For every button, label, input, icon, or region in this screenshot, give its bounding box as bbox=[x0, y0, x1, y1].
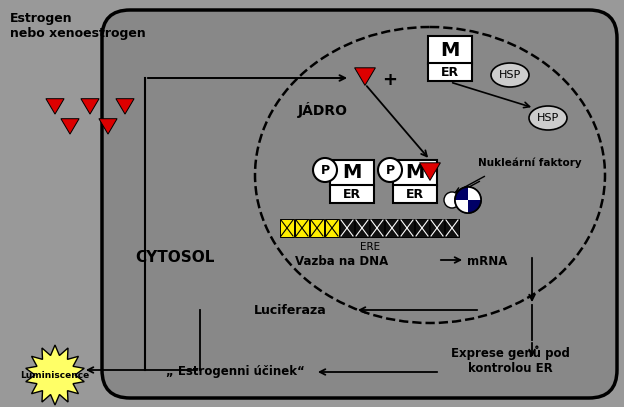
Text: „ Estrogenni účinek“: „ Estrogenni účinek“ bbox=[165, 365, 305, 379]
Text: ER: ER bbox=[343, 188, 361, 201]
Text: P: P bbox=[386, 164, 394, 177]
Ellipse shape bbox=[491, 63, 529, 87]
Text: P: P bbox=[321, 164, 329, 177]
Bar bbox=[310, 219, 324, 237]
Text: ERE: ERE bbox=[360, 242, 380, 252]
Bar bbox=[428, 36, 472, 64]
Bar bbox=[330, 185, 374, 203]
Bar bbox=[428, 63, 472, 81]
Bar bbox=[430, 219, 444, 237]
Bar bbox=[415, 219, 429, 237]
Text: JÁDRO: JÁDRO bbox=[298, 102, 348, 118]
Bar bbox=[280, 219, 294, 237]
Text: mRNA: mRNA bbox=[467, 255, 507, 268]
Polygon shape bbox=[99, 119, 117, 134]
Bar bbox=[295, 219, 309, 237]
Text: HSP: HSP bbox=[499, 70, 521, 80]
Bar bbox=[445, 219, 459, 237]
Text: Exprese genů pod
kontrolou ER: Exprese genů pod kontrolou ER bbox=[451, 345, 570, 375]
Text: ER: ER bbox=[406, 188, 424, 201]
Text: Nukleární faktory: Nukleární faktory bbox=[478, 158, 582, 168]
FancyBboxPatch shape bbox=[102, 10, 617, 398]
Polygon shape bbox=[419, 163, 441, 180]
Polygon shape bbox=[61, 119, 79, 134]
Polygon shape bbox=[46, 99, 64, 114]
Circle shape bbox=[313, 158, 337, 182]
Text: M: M bbox=[343, 164, 362, 182]
Text: CYTOSOL: CYTOSOL bbox=[135, 250, 215, 265]
Bar bbox=[393, 160, 437, 186]
Text: M: M bbox=[441, 41, 460, 59]
Wedge shape bbox=[455, 200, 468, 213]
Wedge shape bbox=[468, 200, 481, 213]
Text: M: M bbox=[406, 164, 425, 182]
Polygon shape bbox=[116, 99, 134, 114]
Text: Luminiscence: Luminiscence bbox=[21, 370, 90, 379]
Bar bbox=[385, 219, 399, 237]
Bar bbox=[330, 160, 374, 186]
Polygon shape bbox=[26, 345, 84, 405]
Bar bbox=[355, 219, 369, 237]
Text: Luciferaza: Luciferaza bbox=[253, 304, 326, 317]
Text: Vazba na DNA: Vazba na DNA bbox=[295, 255, 389, 268]
Bar bbox=[393, 185, 437, 203]
Bar bbox=[325, 219, 339, 237]
Text: +: + bbox=[383, 71, 397, 89]
Circle shape bbox=[444, 192, 460, 208]
Wedge shape bbox=[455, 187, 468, 200]
Bar bbox=[340, 219, 354, 237]
Ellipse shape bbox=[529, 106, 567, 130]
Bar bbox=[400, 219, 414, 237]
Text: HSP: HSP bbox=[537, 113, 559, 123]
Bar bbox=[370, 219, 384, 237]
Circle shape bbox=[455, 187, 481, 213]
Wedge shape bbox=[468, 187, 481, 200]
Polygon shape bbox=[354, 68, 376, 85]
Text: Estrogen
nebo xenoestrogen: Estrogen nebo xenoestrogen bbox=[10, 12, 146, 40]
Circle shape bbox=[378, 158, 402, 182]
Polygon shape bbox=[81, 99, 99, 114]
Text: ER: ER bbox=[441, 66, 459, 79]
